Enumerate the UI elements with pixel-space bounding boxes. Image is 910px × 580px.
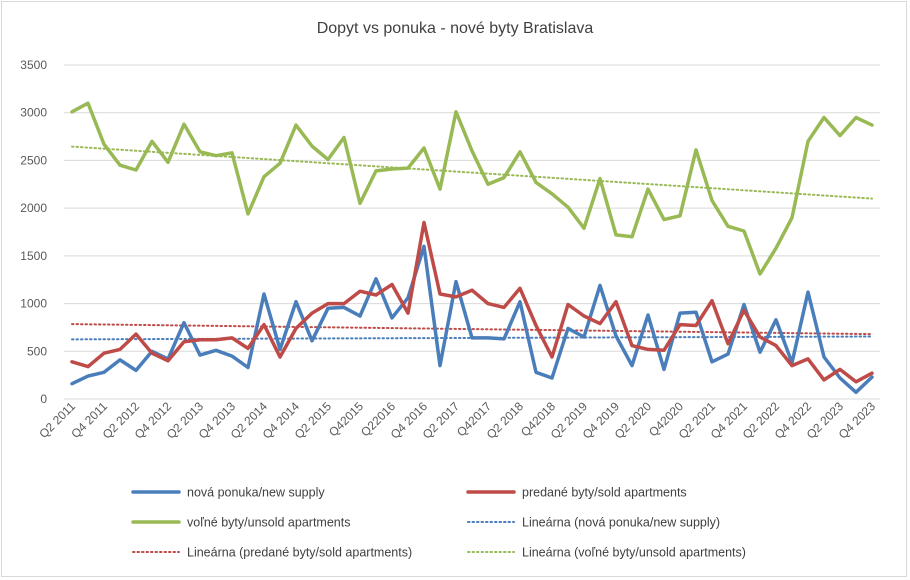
legend-item: predané byty/sold apartments <box>466 486 687 500</box>
y-tick-label: 0 <box>40 392 47 406</box>
y-tick-label: 1000 <box>20 297 47 311</box>
trendline-5 <box>71 145 873 200</box>
chart-title: Dopyt vs ponuka - nové byty Bratislava <box>317 20 594 37</box>
legend-label: nová ponuka/new supply <box>187 486 325 500</box>
series-line-0 <box>70 244 874 395</box>
series-lines <box>70 101 874 395</box>
trendline-4 <box>71 323 873 336</box>
legend-label: predané byty/sold apartments <box>522 486 687 500</box>
y-tick-label: 3000 <box>20 106 47 120</box>
y-tick-label: 3500 <box>20 58 47 72</box>
y-tick-label: 1500 <box>20 249 47 263</box>
legend-label: Lineárna (predané byty/sold apartments) <box>187 546 412 560</box>
y-tick-label: 2500 <box>20 153 47 167</box>
legend: nová ponuka/new supply predané byty/sold … <box>131 486 746 560</box>
legend-item: nová ponuka/new supply <box>131 486 325 500</box>
legend-label: Lineárna (nová ponuka/new supply) <box>522 516 720 530</box>
legend-item: voľné byty/unsold apartments <box>131 516 350 530</box>
series-line-2 <box>70 101 874 276</box>
legend-item: Lineárna (voľné byty/unsold apartments) <box>467 546 746 560</box>
legend-item: Lineárna (predané byty/sold apartments) <box>132 546 412 560</box>
trendlines <box>71 145 873 341</box>
y-tick-label: 2000 <box>20 201 47 215</box>
y-axis-ticks: 0 500 1000 1500 2000 2500 3000 3500 <box>20 58 47 406</box>
x-tick-label: Q42015 <box>326 399 366 439</box>
series-line-1 <box>70 220 874 384</box>
legend-item: Lineárna (nová ponuka/new supply) <box>467 516 720 530</box>
legend-label: voľné byty/unsold apartments <box>187 516 350 530</box>
legend-label: Lineárna (voľné byty/unsold apartments) <box>522 546 746 560</box>
y-tick-label: 500 <box>27 344 47 358</box>
